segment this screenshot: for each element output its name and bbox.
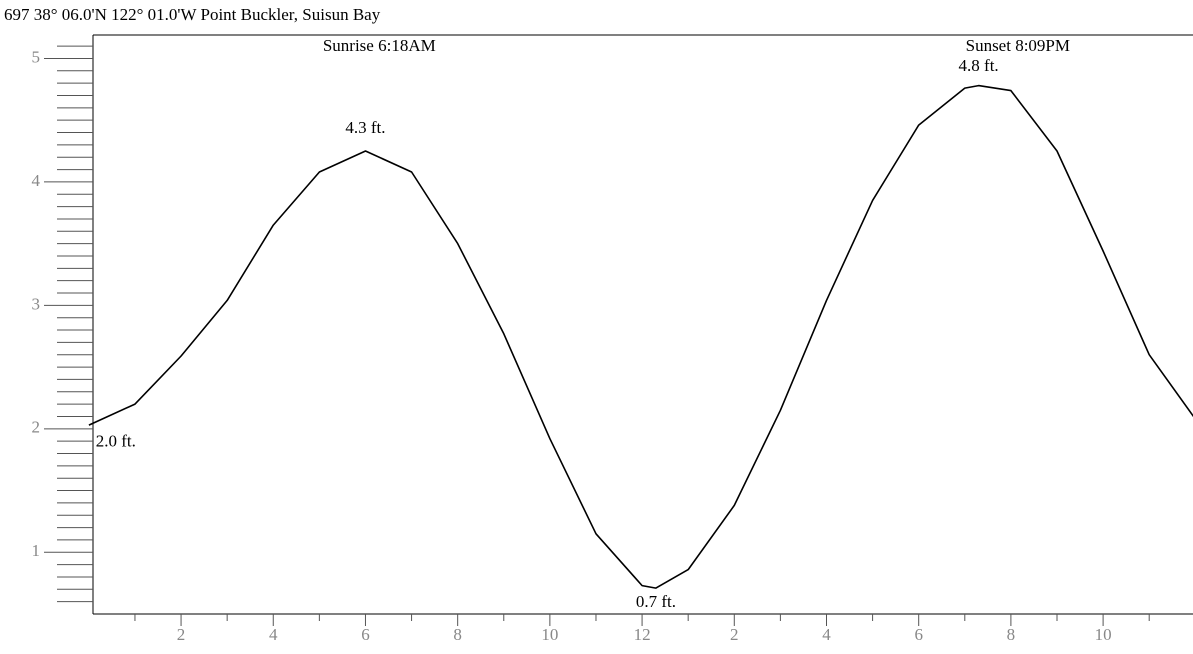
tide-line (88, 84, 1193, 589)
x-tick-label: 10 (541, 625, 558, 644)
y-tick-label: 4 (32, 171, 41, 190)
y-tick-label: 2 (32, 418, 41, 437)
x-tick-label: 8 (453, 625, 462, 644)
x-tick-label: 2 (177, 625, 186, 644)
x-tick-label: 6 (914, 625, 923, 644)
x-tick-label: 6 (361, 625, 370, 644)
y-tick-label: 5 (32, 47, 41, 66)
x-tick-label: 4 (822, 625, 831, 644)
y-tick-label: 1 (32, 541, 41, 560)
y-tick-label: 3 (32, 294, 41, 313)
sun-label: Sunset 8:09PM (966, 36, 1070, 55)
x-tick-label: 8 (1007, 625, 1016, 644)
extreme-label: 4.8 ft. (959, 56, 999, 75)
x-tick-label: 12 (634, 625, 651, 644)
x-tick-label: 2 (730, 625, 739, 644)
extreme-label: 4.3 ft. (345, 118, 385, 137)
extreme-label: 2.0 ft. (96, 432, 136, 451)
x-tick-label: 4 (269, 625, 278, 644)
chart-title: 697 38° 06.0'N 122° 01.0'W Point Buckler… (4, 5, 381, 24)
extreme-label: 0.7 ft. (636, 592, 676, 611)
x-tick-label: 10 (1095, 625, 1112, 644)
sun-label: Sunrise 6:18AM (323, 36, 436, 55)
